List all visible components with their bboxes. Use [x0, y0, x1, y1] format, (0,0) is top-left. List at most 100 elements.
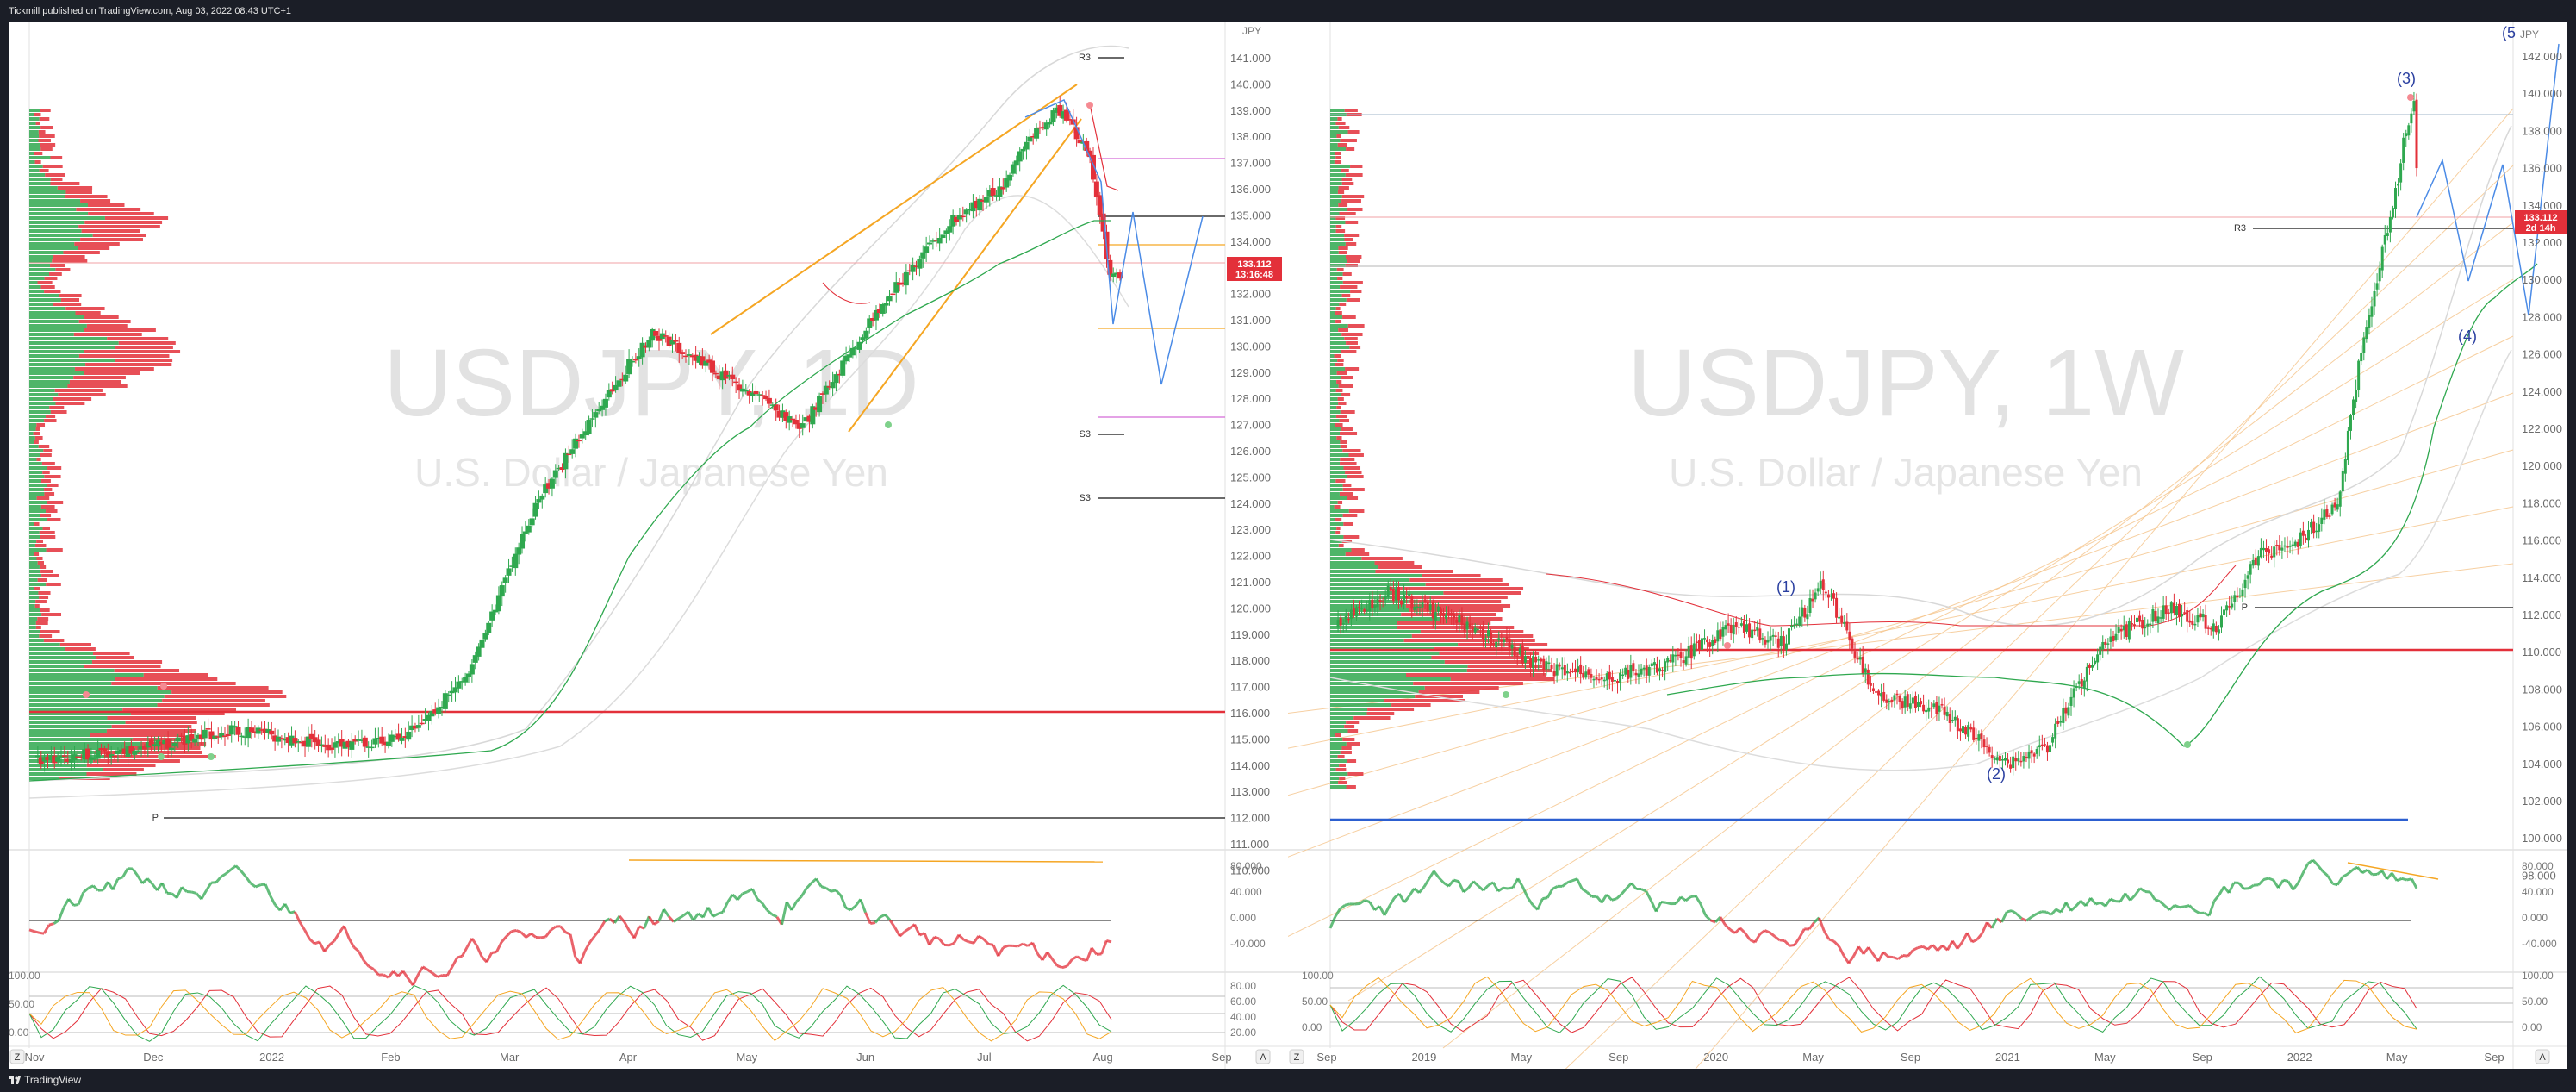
- candle-body: [2094, 660, 2097, 665]
- candle-body: [466, 673, 471, 677]
- osc-segment: [1645, 890, 1652, 902]
- volume-bar: [1330, 712, 1367, 715]
- volume-bar: [92, 234, 146, 237]
- chart-daily-svg[interactable]: USDJPY, 1D U.S. Dollar / Japanese Yen R3…: [9, 22, 1288, 1069]
- candle-body: [315, 739, 321, 746]
- volume-bar: [1344, 109, 1358, 112]
- candle-body: [2219, 615, 2223, 628]
- volume-bar: [29, 337, 108, 340]
- candle-body: [2156, 616, 2160, 624]
- volume-bar: [1330, 337, 1345, 340]
- osc-segment: [2248, 883, 2255, 890]
- candle-body: [543, 484, 549, 494]
- candle-body: [582, 431, 588, 436]
- candle-body: [1100, 213, 1106, 232]
- osc-segment: [1477, 884, 1484, 892]
- chart-panel-weekly[interactable]: USDJPY, 1W U.S. Dollar / Japanese Yen R3…: [1288, 22, 2567, 1069]
- osc-segment: [2031, 913, 2038, 919]
- volume-bar: [1336, 371, 1347, 375]
- marker-dot: [2184, 741, 2191, 748]
- volume-bar: [162, 699, 265, 702]
- time-axis[interactable]: Sep 2019 May Sep 2020 May Sep 2021 May Sep 2022 May…: [1316, 1051, 2504, 1064]
- volume-bar: [111, 725, 192, 728]
- osc-segment: [663, 908, 670, 918]
- candle-body: [986, 190, 992, 197]
- candle-body: [98, 747, 104, 751]
- osc-segment: [937, 938, 946, 946]
- candle-body: [509, 565, 515, 567]
- candle-body: [262, 728, 268, 733]
- corner-button-right[interactable]: [2535, 1049, 2550, 1064]
- corner-button-left[interactable]: [9, 1049, 25, 1064]
- candle-body: [1061, 111, 1067, 119]
- volume-bar: [1330, 557, 1362, 560]
- candle-body: [1756, 627, 1759, 631]
- osc-segment: [648, 915, 656, 926]
- corner-button-right[interactable]: [1255, 1049, 1271, 1064]
- candle-body: [1753, 629, 1757, 632]
- osc-tick-label: 40.000: [1230, 886, 1262, 898]
- chart-weekly-svg[interactable]: USDJPY, 1W U.S. Dollar / Japanese Yen R3…: [1288, 22, 2567, 1069]
- corner-button-left[interactable]: [1289, 1049, 1304, 1064]
- osc-segment: [2124, 892, 2131, 902]
- osc-segment: [1981, 921, 1988, 934]
- candle-body: [2164, 605, 2168, 615]
- osc-segment: [1081, 958, 1087, 963]
- volume-bar: [29, 531, 40, 534]
- oscillator-2: [28, 984, 1112, 1042]
- volume-bar: [59, 294, 82, 297]
- price-axis[interactable]: 141.000140.000139.000138.000137.000136.0…: [1230, 52, 1271, 877]
- volume-bar: [48, 272, 62, 276]
- osc-segment: [1862, 946, 1870, 955]
- candle-body: [1428, 604, 1432, 611]
- volume-bar: [29, 509, 47, 513]
- volume-bar: [46, 509, 58, 513]
- volume-bar: [49, 406, 65, 409]
- candle-body: [1848, 631, 1851, 641]
- candle-body: [1384, 595, 1387, 600]
- price-tag-countdown: 13:16:48: [1235, 270, 1273, 280]
- volume-bar: [1330, 303, 1340, 306]
- price-tick-label: 126.000: [1230, 445, 1271, 458]
- volume-bar: [33, 432, 40, 435]
- candle-body: [1953, 716, 1957, 721]
- candle-body: [700, 356, 706, 366]
- candle-body: [1521, 646, 1524, 664]
- candle-body: [329, 747, 335, 750]
- volume-bar: [29, 665, 84, 668]
- osc-segment: [416, 966, 425, 977]
- volume-bar: [1334, 505, 1341, 509]
- candle-body: [1732, 624, 1735, 635]
- candle-body: [1714, 639, 1717, 644]
- candle-body: [956, 215, 962, 220]
- candle-body: [1695, 641, 1698, 643]
- volume-bar: [29, 415, 46, 418]
- candle-body: [650, 328, 656, 341]
- volume-bar: [1330, 509, 1349, 513]
- chart-panel-daily[interactable]: USDJPY, 1D U.S. Dollar / Japanese Yen R3…: [9, 22, 1288, 1069]
- volume-bar: [88, 212, 154, 215]
- volume-bar: [1342, 272, 1352, 276]
- volume-bar: [1334, 160, 1342, 164]
- candle-body: [1552, 671, 1556, 677]
- candle-body: [726, 374, 732, 377]
- candle-body: [1829, 595, 1832, 597]
- candle-body: [1664, 661, 1667, 672]
- volume-bar: [1330, 255, 1346, 259]
- volume-bar: [1342, 488, 1365, 491]
- candle-body: [883, 303, 889, 306]
- candle-body: [1893, 695, 1896, 701]
- volume-bar: [1330, 570, 1376, 573]
- wedge-lower-line: [848, 118, 1082, 433]
- candle-body: [1845, 621, 1849, 631]
- volume-bar: [29, 307, 66, 310]
- price-axis[interactable]: 142.000140.000138.000136.000134.000132.0…: [2522, 50, 2562, 882]
- candle-body: [1998, 755, 2001, 761]
- volume-bar: [35, 621, 48, 625]
- volume-bar: [1335, 423, 1343, 427]
- osc-segment: [1719, 916, 1727, 926]
- osc-segment: [2346, 869, 2354, 876]
- time-axis[interactable]: Nov Dec 2022 Feb Mar Apr May Jun Jul Aug Sep: [24, 1051, 1231, 1064]
- candle-body: [1434, 612, 1437, 621]
